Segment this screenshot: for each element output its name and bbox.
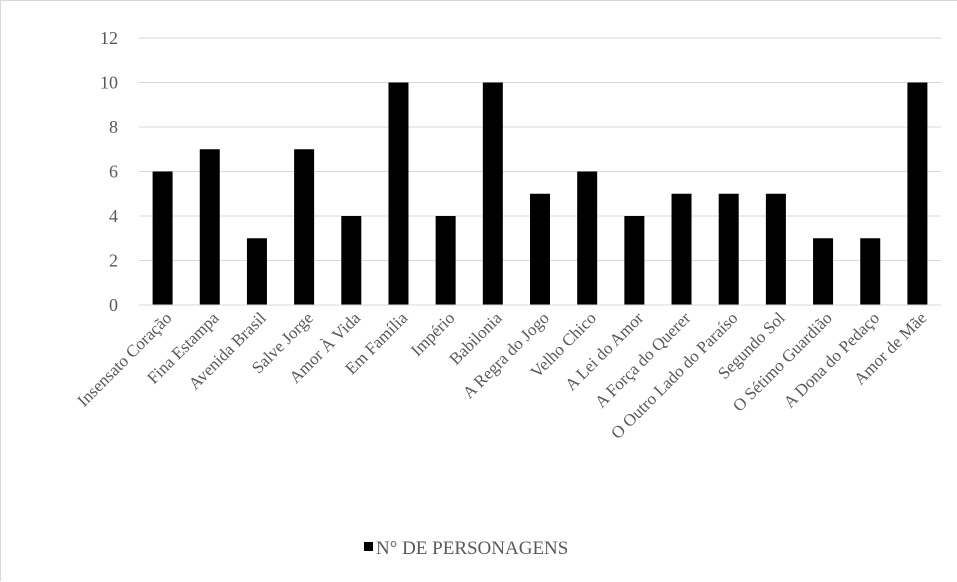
y-tick-label: 2 [109,251,118,271]
legend-swatch [364,542,373,551]
y-tick-label: 0 [109,295,118,315]
bar [246,238,267,305]
y-tick-label: 6 [109,162,118,182]
bar [624,216,645,305]
bar [152,171,173,305]
bar [765,193,786,305]
bars [152,82,928,305]
bar [907,82,928,305]
bar [294,149,315,305]
y-axis-ticks: 0 2 4 6 8 10 12 [100,28,118,315]
legend: N° DE PERSONAGENS [364,538,568,559]
y-tick-label: 10 [100,73,118,93]
bar [860,238,881,305]
bar [388,82,409,305]
bar [199,149,220,305]
bar [435,216,456,305]
y-tick-label: 4 [109,206,118,226]
bar [718,193,739,305]
y-tick-label: 8 [109,117,118,137]
y-tick-label: 12 [100,28,118,48]
grid-lines [139,37,941,261]
bar [482,82,503,305]
bar [341,216,362,305]
bar [671,193,692,305]
bar [813,238,834,305]
bar [530,193,550,305]
bar [577,171,598,305]
legend-label: N° DE PERSONAGENS [376,538,568,559]
